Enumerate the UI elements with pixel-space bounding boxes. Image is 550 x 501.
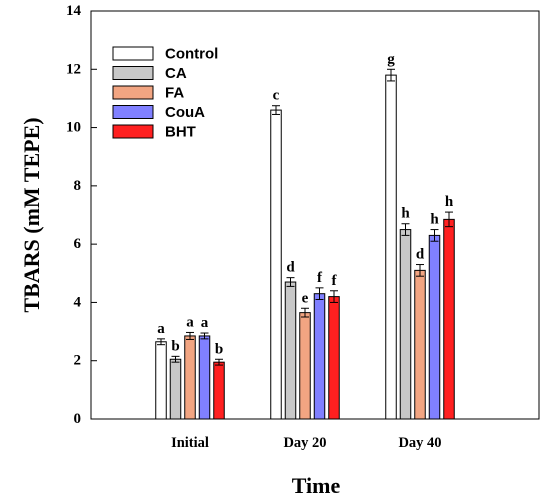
bar xyxy=(213,361,225,420)
legend-swatch xyxy=(112,105,154,119)
significance-label: d xyxy=(286,260,295,276)
significance-label: e xyxy=(302,290,309,306)
y-tick-label: 12 xyxy=(66,61,81,77)
y-tick-label: 6 xyxy=(74,236,82,252)
y-tick-label: 0 xyxy=(74,411,82,427)
y-axis-title: TBARS (mM TEPE) xyxy=(19,117,44,312)
significance-label: b xyxy=(215,341,223,357)
legend-swatch xyxy=(112,46,154,61)
x-tick-label: Day 40 xyxy=(398,435,441,451)
bar xyxy=(169,358,182,420)
y-tick-label: 8 xyxy=(74,178,82,194)
legend-swatch xyxy=(112,85,154,100)
bar xyxy=(328,296,340,420)
bar xyxy=(443,218,455,420)
legend: Control CA FA CouA BHT xyxy=(112,46,218,141)
significance-label: h xyxy=(445,194,454,210)
y-tick-label: 2 xyxy=(74,353,82,369)
significance-label: h xyxy=(401,206,410,222)
legend-swatch xyxy=(112,66,154,80)
bar xyxy=(184,335,196,420)
bar xyxy=(399,229,412,420)
bar xyxy=(284,281,297,420)
significance-label: c xyxy=(273,88,280,104)
y-tick-label: 14 xyxy=(66,3,82,19)
significance-label: f xyxy=(317,270,323,286)
significance-label: f xyxy=(332,273,338,289)
legend-label: FA xyxy=(165,85,184,102)
significance-label: a xyxy=(201,315,209,331)
legend-label: Control xyxy=(165,46,218,63)
significance-label: b xyxy=(171,338,179,354)
bar xyxy=(270,109,282,420)
significance-label: h xyxy=(430,212,439,228)
bar xyxy=(198,335,211,420)
bar xyxy=(155,341,167,420)
significance-label: g xyxy=(387,51,395,67)
x-tick-label: Initial xyxy=(171,435,209,451)
bar xyxy=(299,312,311,420)
bar xyxy=(428,234,441,420)
legend-swatch xyxy=(112,124,154,139)
significance-label: a xyxy=(157,321,165,337)
x-axis-title: Time xyxy=(292,473,341,498)
bar xyxy=(414,269,426,420)
y-tick-label: 4 xyxy=(74,294,82,310)
legend-label: CouA xyxy=(165,104,205,121)
legend-label: CA xyxy=(165,65,187,82)
significance-label: a xyxy=(186,314,194,330)
x-tick-label: Day 20 xyxy=(283,435,326,451)
significance-label: d xyxy=(416,247,425,263)
legend-label: BHT xyxy=(165,124,196,141)
bar xyxy=(313,293,326,420)
bar xyxy=(385,74,397,420)
y-axis: 0 2 4 6 8 10 12 14 xyxy=(66,3,97,427)
y-tick-label: 10 xyxy=(66,120,81,136)
